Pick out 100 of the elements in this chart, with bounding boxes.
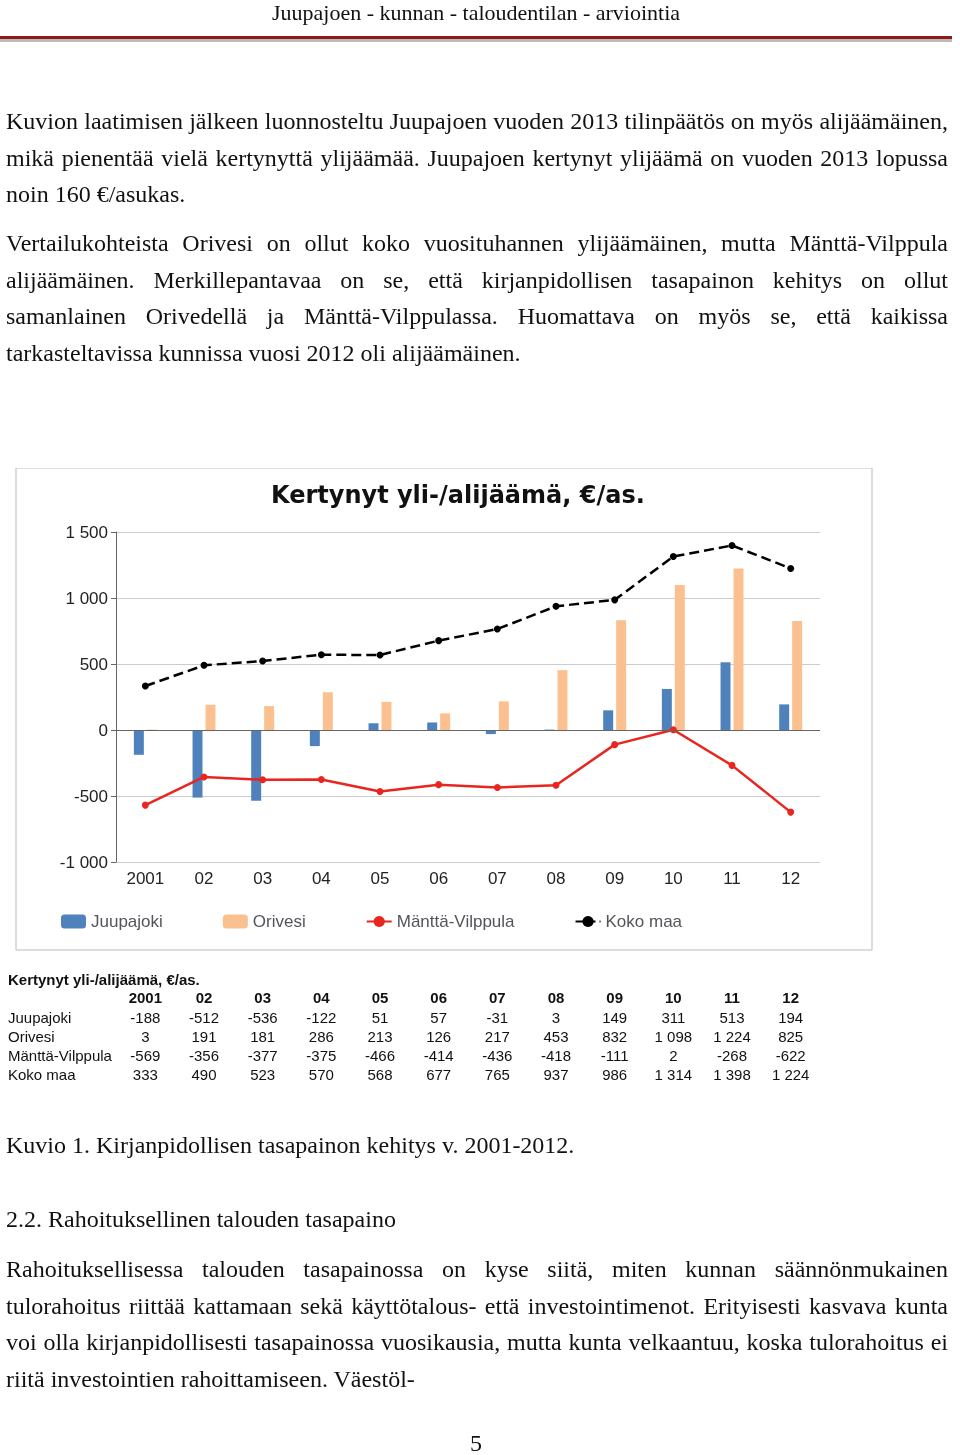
y-tick-label: 500: [79, 654, 108, 674]
data-label: 513: [719, 1009, 745, 1026]
category-label: 03: [254, 989, 272, 1006]
bar: [440, 713, 451, 730]
data-label: 570: [308, 1066, 334, 1083]
text: Kuvio 1. Kirjanpidollisen tasapainon kehitys v. 2001-2012.: [6, 1131, 576, 1160]
data-label: -436: [482, 1047, 513, 1064]
data-label: -188: [130, 1009, 161, 1026]
bar: [661, 688, 672, 730]
point: [611, 741, 619, 749]
bar: [309, 730, 320, 747]
data-label: 191: [191, 1028, 217, 1045]
bar: [498, 701, 509, 730]
legend-label: Koko maa: [605, 912, 683, 931]
point: [493, 625, 501, 633]
point: [611, 596, 619, 604]
bar: [427, 722, 438, 730]
point: [141, 682, 149, 690]
text: 2.2. Rahoituksellinen talouden tasapaino: [6, 1205, 397, 1234]
data-label: -622: [775, 1047, 806, 1064]
point: [728, 761, 736, 769]
text: Kuvion laatimisen jälkeen luonnosteltu Juupajoen vuoden 2013 tilinpäätös on myös alijäämäinen, mikä pienentää vielä kertynyttä ylijäämää. Juupajoen kertynyt ylijäämä on vuoden 2013 lopussa noin 160 €/asukas.: [6, 107, 948, 209]
legend-label: Mänttä-Vilppula: [396, 912, 516, 931]
data-label: 523: [250, 1066, 276, 1083]
data-label: 986: [602, 1066, 628, 1083]
category-label: 12: [782, 989, 800, 1006]
point: [552, 602, 560, 610]
data-label: -536: [247, 1009, 278, 1026]
data-label: 217: [484, 1028, 510, 1045]
bar: [720, 662, 731, 730]
data-label: -122: [306, 1009, 337, 1026]
category-label: 02: [195, 989, 213, 1006]
point: [787, 564, 795, 572]
x-tick-label: 03: [253, 869, 273, 888]
data-label: 825: [778, 1028, 804, 1045]
data-label: 1 398: [713, 1066, 751, 1083]
text: Rahoituksellisessa talouden tasapainossa on kyse siitä, miten kunnan säännönmukainen tulorahoitus riittää kattamaan sekä käyttötalous- että investointimenot. Erityisesti kasvava kunta voi olla kirjanpidollisesti tasapainossa vuosikausia, mutta kunta velkaantuu, koska tulorahoitus ei riitä investointien rahoittamiseen. Väestöl-: [6, 1255, 948, 1394]
chart-title: Kertynyt yli-/alijäämä, €/as.: [271, 481, 645, 509]
data-label: 181: [250, 1028, 276, 1045]
point: [317, 651, 325, 659]
data-label: 3: [551, 1009, 561, 1026]
x-tick-label: 11: [723, 869, 741, 888]
bar: [616, 620, 627, 730]
x-tick-label: 08: [546, 869, 566, 888]
x-tick-label: 12: [781, 869, 801, 888]
data-label: 453: [543, 1028, 569, 1045]
legend-label: Orivesi: [252, 912, 306, 931]
point: [200, 661, 208, 669]
point: [435, 781, 443, 789]
data-label: 832: [602, 1028, 628, 1045]
data-label: 311: [661, 1009, 686, 1026]
data-label: 490: [191, 1066, 217, 1083]
text: Orivesi: [8, 1028, 55, 1045]
x-tick-label: 10: [663, 869, 683, 888]
data-label: -512: [188, 1009, 220, 1026]
y-tick-label: 0: [98, 720, 108, 740]
data-label: 568: [367, 1066, 393, 1083]
data-label: -414: [423, 1047, 454, 1064]
data-label: 149: [602, 1009, 628, 1026]
bar: [322, 692, 333, 730]
data-label: 677: [426, 1066, 452, 1083]
point: [787, 808, 795, 816]
text: 5: [469, 1429, 483, 1455]
data-label: 213: [367, 1028, 393, 1045]
x-tick-label: 05: [370, 869, 390, 888]
data-label: 1 224: [771, 1066, 810, 1083]
point: [317, 776, 325, 783]
data-label: 286: [308, 1028, 334, 1045]
bar: [674, 585, 685, 730]
x-tick-label: 2001: [126, 869, 165, 888]
data-label: -466: [364, 1047, 396, 1064]
category-label: 10: [664, 989, 682, 1006]
category-label: 08: [547, 989, 565, 1006]
text: Mänttä-Vilppula: [8, 1047, 112, 1064]
bar: [381, 701, 392, 730]
data-label: -377: [247, 1047, 278, 1064]
y-tick-label: 1 500: [65, 522, 108, 542]
point: [376, 788, 384, 796]
data-label: -111: [600, 1047, 629, 1064]
data-label: -418: [540, 1047, 572, 1064]
data-label: 1 098: [654, 1028, 693, 1045]
category-label: 04: [312, 989, 330, 1006]
bar: [251, 730, 262, 801]
bar: [264, 706, 275, 730]
category-label: 07: [488, 989, 506, 1006]
data-label: 2: [669, 1047, 678, 1064]
point: [259, 776, 267, 784]
bar: [368, 723, 379, 730]
x-tick-label: 07: [487, 869, 507, 888]
data-label: -31: [486, 1009, 509, 1026]
x-tick-label: 04: [311, 869, 331, 888]
point: [669, 553, 677, 561]
bar: [205, 704, 216, 730]
x-tick-label: 02: [194, 869, 214, 888]
point: [493, 784, 501, 792]
bar: [557, 670, 568, 730]
y-tick-label: 1 000: [65, 588, 108, 608]
data-label: 194: [778, 1009, 804, 1026]
category-label: 06: [430, 989, 448, 1006]
data-label: -375: [306, 1047, 337, 1064]
